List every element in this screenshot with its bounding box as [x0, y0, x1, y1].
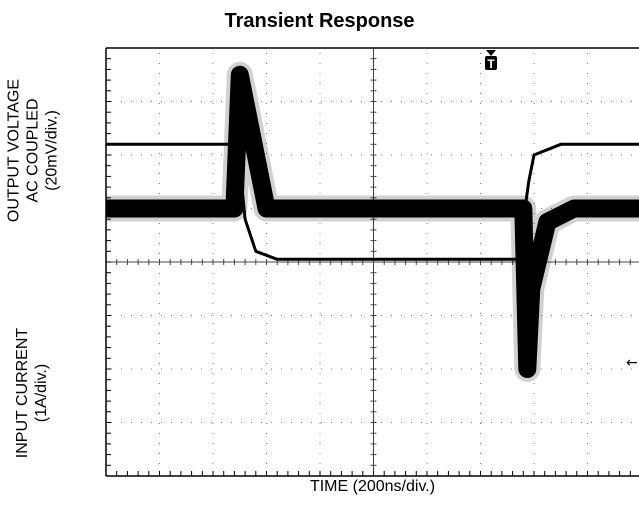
grid [105, 47, 639, 477]
input_current-point [276, 258, 279, 261]
trigger-label: T [487, 57, 495, 71]
chart-title: Transient Response [224, 10, 415, 32]
output_voltage-point [372, 207, 375, 210]
input_current-point [506, 258, 509, 261]
output_voltage-point [546, 221, 549, 223]
input_current-point [239, 164, 241, 167]
input_current-point [244, 218, 246, 220]
output_voltage-point [573, 207, 575, 210]
input_current-point [372, 258, 375, 261]
output_voltage-point [233, 207, 236, 210]
markers: T ← [485, 50, 638, 371]
output_voltage-point [239, 74, 241, 76]
input_current-point [560, 143, 562, 146]
current-ground-arrow-icon: ← [626, 355, 638, 371]
output_voltage-point [506, 207, 509, 210]
input_current-point [105, 143, 107, 146]
trigger-box [485, 56, 497, 70]
output-voltage-trace [106, 65, 639, 378]
output_voltage-point [292, 207, 295, 210]
output_voltage-point [247, 114, 249, 116]
output_voltage-point [265, 207, 268, 210]
output_voltage-point [105, 207, 107, 210]
output_voltage-point [530, 288, 533, 290]
output_voltage-point [526, 368, 529, 370]
traces [105, 61, 639, 382]
trigger-pointer-icon [486, 50, 496, 56]
input_current-point [255, 250, 257, 253]
input_current-point [517, 258, 519, 261]
input_current-point [233, 143, 236, 146]
input_current-point [527, 181, 530, 183]
x-axis-label: TIME (200ns/div.) [309, 478, 436, 495]
input_current-point [533, 154, 535, 156]
